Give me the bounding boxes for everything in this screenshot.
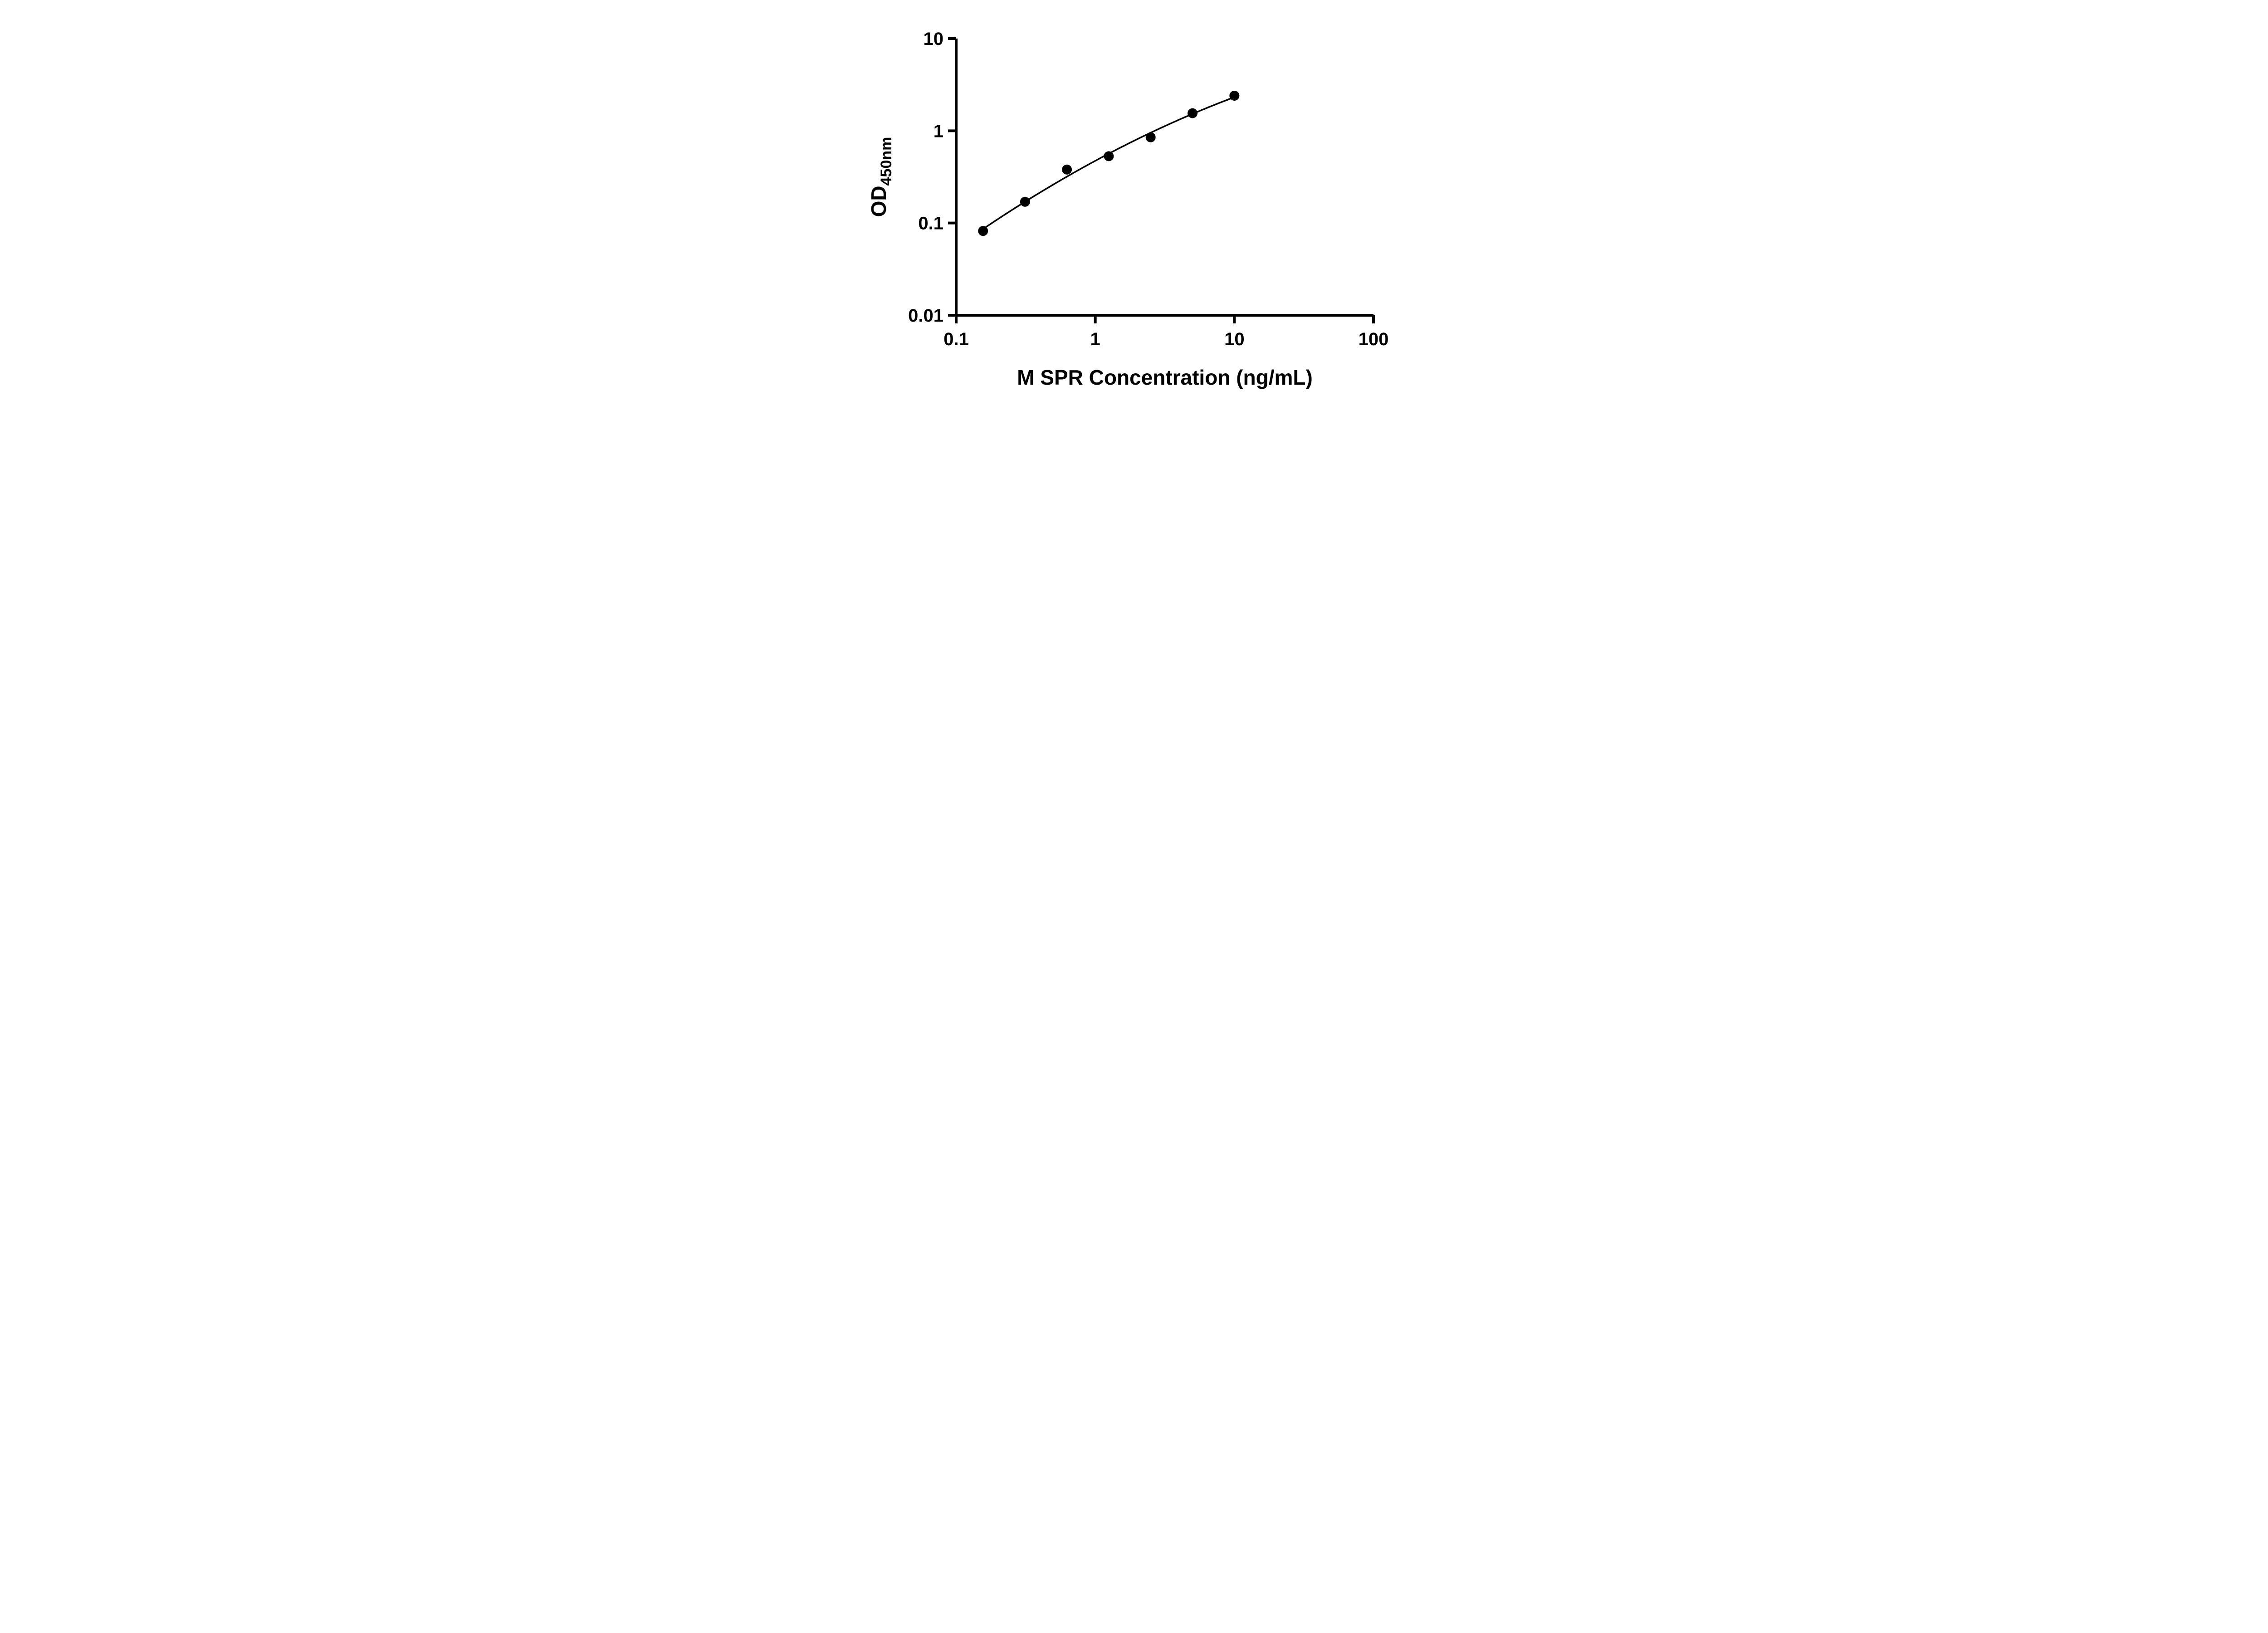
fit-line	[982, 96, 1235, 230]
y-axis-title: OD450nm	[867, 137, 895, 217]
data-points	[978, 91, 1239, 236]
x-tick-label: 0.1	[943, 329, 969, 349]
x-tick-label: 100	[1358, 329, 1388, 349]
data-point	[1229, 91, 1239, 101]
y-axis-title-main: OD	[867, 186, 890, 217]
data-point	[1020, 196, 1030, 207]
x-axis-ticks: 0.1 1 10 100	[943, 315, 1388, 349]
elisa-standard-curve-figure: 0.1 1 10 100 0.01 0.1 1 10 M SPR Concentration…	[842, 0, 1426, 408]
y-tick-label: 0.01	[908, 306, 943, 326]
data-point	[1145, 132, 1156, 142]
x-tick-label: 1	[1090, 329, 1100, 349]
y-tick-label: 10	[923, 29, 943, 49]
y-axis-ticks: 0.01 0.1 1 10	[908, 29, 956, 326]
y-axis-title-subscript: 450nm	[878, 137, 895, 186]
y-tick-label: 0.1	[918, 214, 943, 234]
data-point	[1103, 151, 1114, 161]
x-tick-label: 10	[1224, 329, 1245, 349]
data-point	[978, 226, 988, 236]
y-tick-label: 1	[933, 121, 943, 141]
data-point	[1061, 164, 1072, 175]
x-axis-title: M SPR Concentration (ng/mL)	[1017, 366, 1313, 389]
data-point	[1187, 108, 1198, 118]
axes	[954, 39, 1374, 317]
fit-line-path	[982, 96, 1235, 230]
